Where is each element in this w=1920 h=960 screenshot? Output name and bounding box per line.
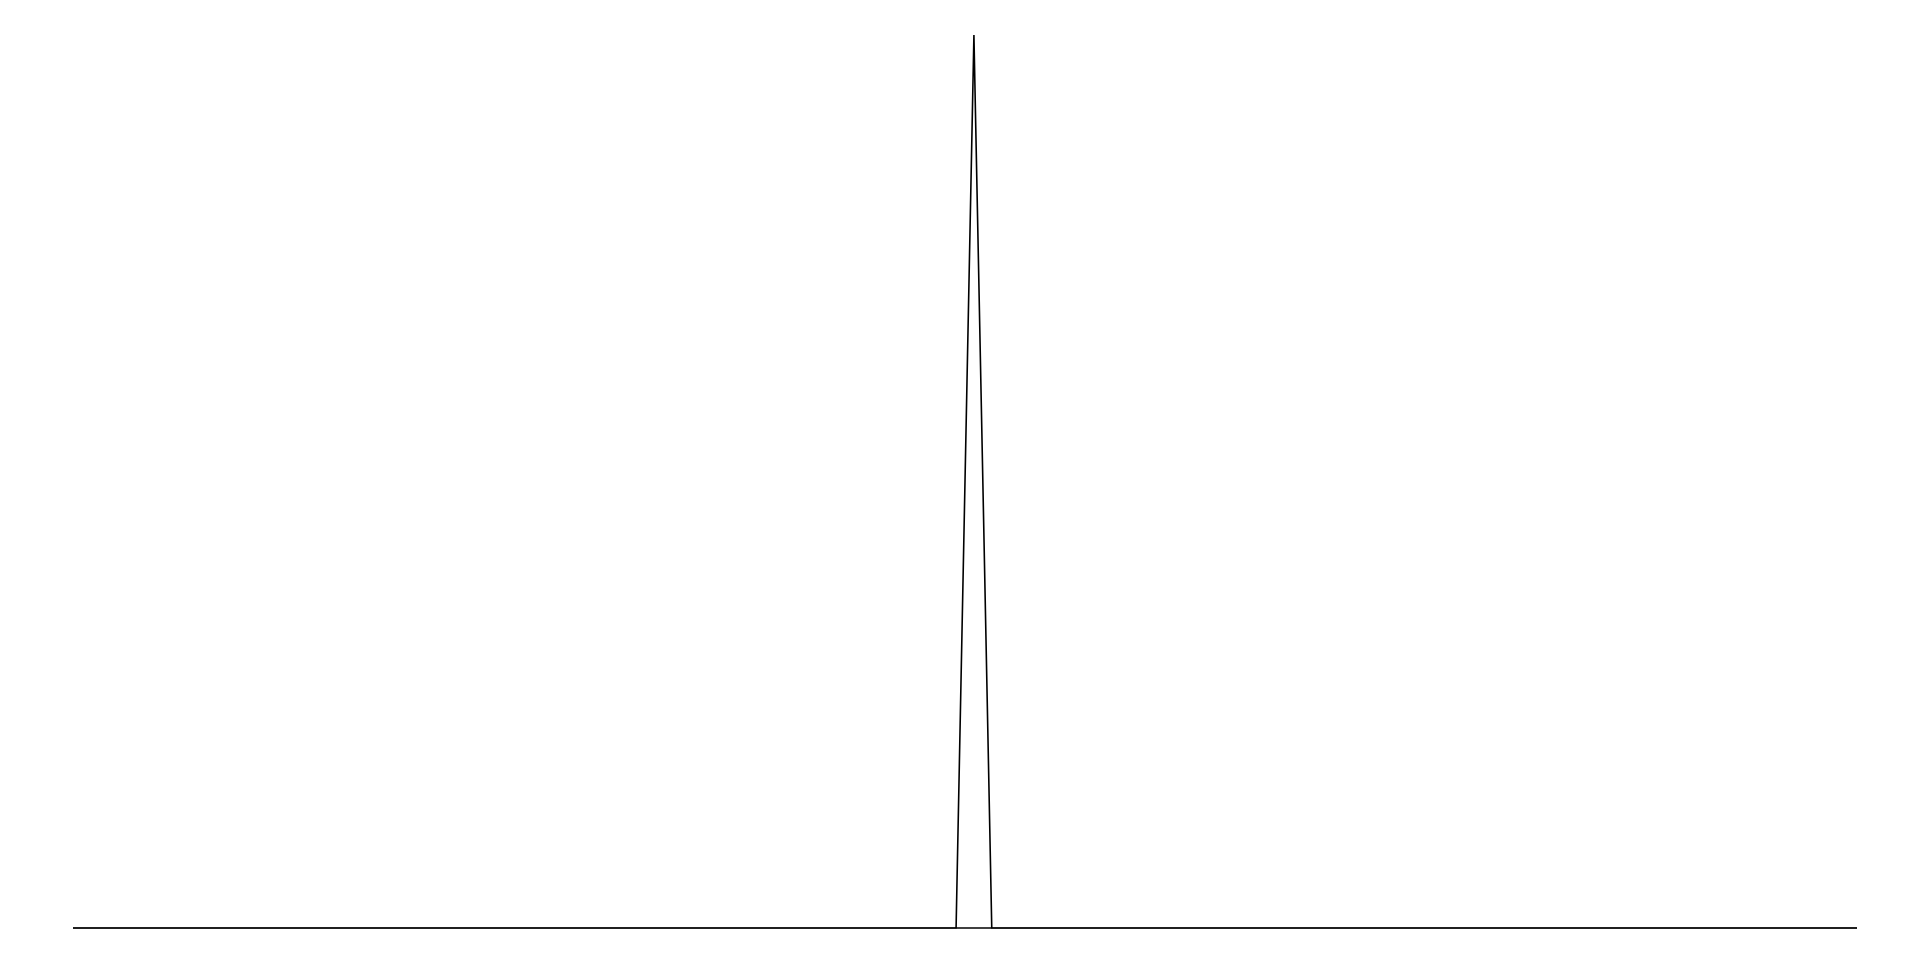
series-line-1 bbox=[73, 34, 1857, 929]
plot-area bbox=[73, 34, 1857, 929]
